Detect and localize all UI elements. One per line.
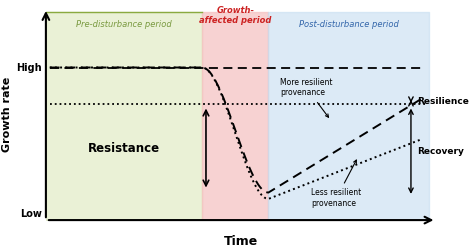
Text: More resilient
provenance: More resilient provenance [280,78,333,117]
Text: Resilience: Resilience [417,97,469,106]
Text: Growth rate: Growth rate [2,76,12,152]
Text: High: High [17,62,42,72]
Text: Resistance: Resistance [88,142,160,154]
Text: Less resilient
provenance: Less resilient provenance [311,160,362,208]
Text: Post-disturbance period: Post-disturbance period [299,20,399,29]
Text: Low: Low [20,209,42,219]
Text: Time: Time [224,235,258,248]
Text: Pre-disturbance period: Pre-disturbance period [76,20,172,29]
Text: Recovery: Recovery [417,147,464,156]
Text: Growth-
affected period: Growth- affected period [199,6,272,25]
